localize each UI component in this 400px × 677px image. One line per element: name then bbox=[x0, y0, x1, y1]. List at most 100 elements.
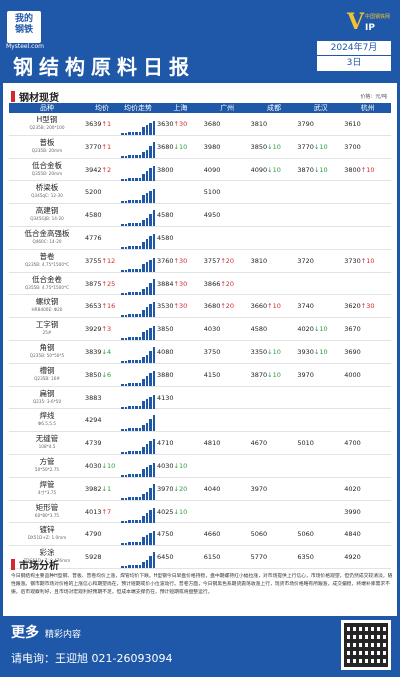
city-price-cell: 3810 bbox=[251, 250, 298, 272]
trend-bar bbox=[128, 200, 131, 204]
city-price-change: 30 bbox=[179, 256, 188, 265]
product-name: 焊管 bbox=[39, 479, 55, 489]
vip-cn: 中国钢铁网 bbox=[365, 14, 391, 20]
city-price-cell: 4150 bbox=[204, 364, 251, 386]
trend-sparkline bbox=[121, 230, 155, 249]
qr-code-icon[interactable] bbox=[341, 620, 391, 670]
trend-bar bbox=[124, 566, 127, 569]
trend-bar bbox=[128, 473, 131, 477]
table-row: 矩形管 60*80*3.75 4013↑7 4025↓10 3990 bbox=[9, 501, 391, 524]
trend-bar bbox=[145, 354, 148, 363]
city-price-cell: 3970 bbox=[251, 478, 298, 500]
avg-price-cell: 4776 bbox=[85, 227, 119, 249]
down-arrow-icon: ↓ bbox=[267, 142, 273, 151]
section-spot-label: 钢材现货 bbox=[19, 93, 59, 104]
trend-bar bbox=[131, 268, 134, 272]
trend-bar bbox=[124, 133, 127, 135]
trend-bar bbox=[149, 350, 152, 363]
product-spec: Q345GJB: 14-20 bbox=[30, 216, 64, 222]
more-content: 更多 精彩内容 bbox=[11, 622, 81, 642]
trend-bar bbox=[149, 191, 152, 204]
city-price-cell: 3970↓20 bbox=[157, 478, 204, 500]
trend-cell bbox=[119, 432, 157, 455]
down-arrow-icon: ↓ bbox=[267, 165, 273, 174]
trend-bar bbox=[124, 155, 127, 158]
page-title: 钢结构原料日报 bbox=[13, 55, 195, 79]
trend-cell bbox=[119, 478, 157, 500]
product-spec: Q235B; 200*100 bbox=[29, 125, 65, 130]
trend-bar bbox=[149, 214, 152, 227]
trend-bar bbox=[145, 535, 148, 546]
trend-bar bbox=[152, 394, 155, 409]
trend-bar bbox=[152, 141, 155, 158]
avg-price-cell: 3942↑2 bbox=[85, 159, 119, 181]
trend-bar bbox=[152, 462, 155, 477]
city-price-change: 20 bbox=[225, 302, 235, 311]
trend-bar bbox=[131, 337, 134, 341]
city-price-cell: 3980 bbox=[204, 136, 251, 158]
trend-bar bbox=[121, 155, 124, 158]
trend-bar bbox=[128, 382, 131, 386]
table-row: 工字钢 25# 3929↑3 3850 4030 4580 4020↓10 3670 bbox=[9, 318, 391, 341]
city-price-cell: 4710 bbox=[157, 432, 204, 454]
column-header: 均价走势 bbox=[124, 104, 152, 112]
up-arrow-icon: ↑ bbox=[173, 256, 179, 265]
trend-bar bbox=[142, 447, 145, 455]
city-price-value: 4130 bbox=[157, 393, 174, 402]
avg-price: 4580 bbox=[85, 211, 102, 220]
city-price-value: 5060 bbox=[250, 530, 268, 539]
city-price-value: 4700 bbox=[344, 439, 361, 448]
trend-bar bbox=[142, 493, 145, 500]
city-price-value: 6450 bbox=[157, 553, 174, 562]
trend-bar bbox=[145, 218, 148, 227]
avg-price-cell: 3875↑25 bbox=[85, 273, 119, 295]
trend-bar bbox=[131, 200, 134, 204]
trend-bar bbox=[149, 328, 152, 341]
avg-price-cell: 4030↓10 bbox=[85, 455, 119, 477]
trend-bar bbox=[149, 145, 152, 158]
city-price-value: 3800 bbox=[344, 165, 361, 174]
trend-bar bbox=[138, 132, 141, 135]
trend-bar bbox=[124, 429, 127, 432]
product-spec: Q235B: 50*50*5 bbox=[29, 352, 65, 358]
city-price-cell: 3800 bbox=[157, 159, 204, 181]
trend-bar bbox=[138, 223, 141, 227]
product-name: 普板 bbox=[39, 137, 55, 147]
avg-price: 3770 bbox=[85, 142, 102, 151]
trend-bar bbox=[131, 314, 134, 318]
city-price-change: 10 bbox=[179, 142, 188, 151]
trend-bar bbox=[145, 444, 148, 455]
city-price-cell: 3730↑10 bbox=[344, 250, 391, 272]
down-arrow-icon: ↓ bbox=[173, 142, 179, 151]
city-price-cell: 3660↑10 bbox=[251, 295, 298, 317]
city-price-value: 3980 bbox=[203, 142, 221, 151]
city-price-cell: 3870↓10 bbox=[297, 159, 344, 181]
trend-bar bbox=[152, 233, 155, 249]
trend-bar bbox=[138, 245, 141, 249]
city-price-cell: 4670 bbox=[251, 432, 298, 454]
trend-bar bbox=[121, 178, 124, 181]
city-price-cell: 4660 bbox=[204, 523, 251, 545]
product-name: 工字钢 bbox=[35, 320, 59, 330]
city-price-cell: 6450 bbox=[157, 546, 204, 568]
trend-sparkline bbox=[121, 184, 155, 204]
city-price-value: 3670 bbox=[344, 325, 361, 334]
trend-bar bbox=[138, 314, 141, 318]
product-cell: 螺纹钢 HRB400E: Φ20 bbox=[9, 295, 85, 317]
trend-bar bbox=[128, 337, 131, 341]
down-arrow-icon: ↓ bbox=[313, 325, 320, 334]
avg-price: 4790 bbox=[85, 530, 102, 539]
more-label: 更多 bbox=[11, 625, 39, 641]
city-price-value: 5010 bbox=[297, 439, 314, 448]
trend-bar bbox=[142, 425, 145, 432]
product-name: 低合金卷 bbox=[32, 274, 62, 284]
trend-bar bbox=[149, 167, 152, 181]
product-name: 低合金板 bbox=[32, 160, 62, 170]
city-price-cell: 3680↑20 bbox=[204, 295, 251, 317]
trend-bar bbox=[124, 292, 127, 295]
city-price-cell: 4580 bbox=[157, 204, 204, 226]
city-price-change: 10 bbox=[319, 325, 328, 334]
city-price-cell: 4840 bbox=[344, 523, 391, 545]
trend-bar bbox=[145, 149, 148, 158]
trend-bar bbox=[142, 263, 145, 272]
